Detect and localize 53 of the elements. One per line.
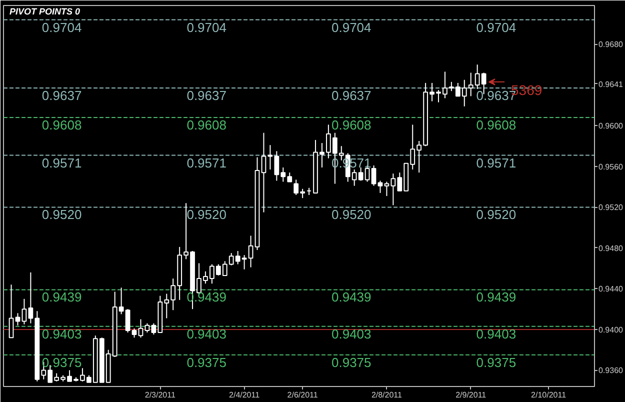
ref-line-label: 0.9637 [42, 88, 82, 104]
text: 0.9608 [186, 118, 226, 133]
text: 0.9403 [186, 326, 226, 342]
x-tick-label: 2/9/2011 [456, 390, 487, 400]
ref-line-label: 0.9704 [42, 20, 82, 35]
text: 0.9403 [332, 326, 372, 342]
candlestick [15, 312, 20, 326]
y-tick-label: 0.9560 [598, 162, 624, 172]
text: 0.9608 [476, 118, 516, 133]
ref-line-label: 0.9608 [42, 118, 82, 133]
text: 0.9520 [186, 207, 226, 222]
y-tick-label: 0.9440 [598, 284, 624, 294]
candlestick [378, 180, 383, 194]
text: 0.9704 [476, 20, 516, 35]
text: 0.9520 [476, 207, 516, 222]
text: 0.9439 [332, 290, 372, 305]
ref-line-label: 0.9403 [42, 326, 82, 342]
x-tick-label: 2/8/2011 [371, 390, 403, 400]
text: 0.9704 [186, 20, 226, 35]
text: 0.9571 [186, 155, 226, 170]
ref-line-label: 0.9375 [42, 354, 82, 370]
candlestick [8, 284, 14, 338]
ref-line-label: 0.9439 [42, 290, 82, 305]
x-tick-label: 2/6/2011 [287, 390, 318, 400]
candlestick [138, 318, 144, 338]
text: 0.9375 [186, 354, 226, 370]
ref-line-label: 0.9571 [42, 155, 82, 170]
text: 0.9637 [332, 88, 372, 104]
chart-title: PIVOT POINTS 0 [10, 6, 80, 16]
y-tick-label: 0.9480 [598, 244, 624, 253]
text: 0.9571 [476, 155, 516, 170]
y-tick-label: 0.9600 [598, 122, 624, 131]
y-tick-label: 0.9400 [598, 325, 624, 334]
x-tick-label: 2/4/2011 [229, 390, 260, 400]
text: 0.9403 [476, 326, 516, 342]
text: 0.9375 [476, 354, 516, 370]
x-tick-label: 2/10/2011 [531, 390, 567, 400]
x-tick-label: 2/3/2011 [144, 390, 176, 400]
y-tick-label: 0.9520 [598, 203, 624, 212]
ref-line-label: 0.9520 [42, 207, 82, 222]
text: 0.9375 [332, 354, 372, 370]
text: 0.9704 [332, 20, 372, 35]
text: 0.9520 [332, 207, 372, 222]
text: 0.9608 [332, 118, 372, 133]
y-tick-label: 0.9680 [598, 40, 624, 50]
y-tick-label: 0.9641 [598, 80, 624, 89]
y-tick-label: 0.9360 [598, 366, 624, 376]
candlestick [261, 132, 266, 213]
candlestick [132, 328, 137, 338]
candlestick [371, 164, 376, 186]
candlestick [248, 235, 254, 268]
text: 0.9439 [476, 290, 516, 305]
text: 0.9637 [186, 88, 226, 104]
